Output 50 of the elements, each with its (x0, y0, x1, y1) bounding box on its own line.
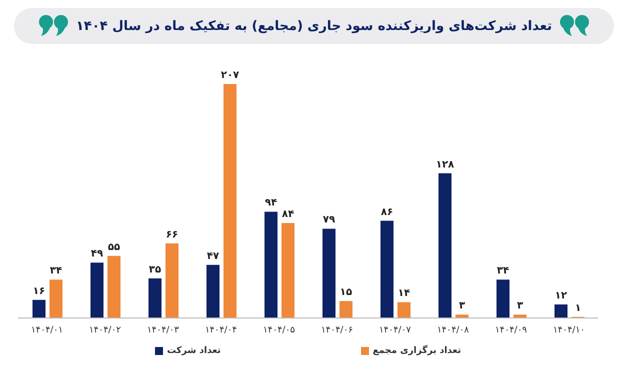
bar (264, 212, 278, 318)
x-tick-label: ۱۴۰۴/۰۷ (378, 325, 412, 336)
data-label: ۱۲ (554, 290, 568, 302)
data-label: ۴۷ (206, 250, 220, 262)
bar (206, 264, 220, 318)
x-tick-label: ۱۴۰۴/۰۸ (436, 325, 470, 336)
data-label: ۱ (574, 302, 582, 314)
bar (166, 243, 178, 318)
data-label: ۲۰۷ (220, 70, 240, 81)
bar (398, 302, 410, 318)
data-label: ۳ (516, 300, 524, 312)
chart-title: تعداد شرکت‌های واریزکننده سود جاری (مجامع) به تفکیک ماه در سال ۱۴۰۴ (76, 18, 552, 34)
bar (224, 84, 236, 318)
data-label: ۱۶ (32, 286, 46, 297)
data-label: ۱۲۸ (436, 159, 454, 170)
x-tick-label: ۱۴۰۴/۰۶ (320, 325, 354, 336)
bar (438, 173, 452, 318)
bar (554, 304, 568, 318)
data-label: ۳۴ (496, 266, 510, 277)
x-tick-label: ۱۴۰۴/۰۱ (30, 325, 64, 336)
bar (380, 220, 394, 318)
x-tick-label: ۱۴۰۴/۰۹ (494, 325, 528, 336)
data-label: ۱۵ (340, 287, 352, 298)
data-label: ۷۹ (322, 214, 336, 226)
bar (148, 278, 162, 318)
bar (90, 262, 104, 318)
x-tick-label: ۱۴۰۴/۰۴ (204, 325, 238, 336)
data-label: ۱۴ (398, 288, 410, 300)
data-label: ۸۶ (380, 206, 394, 218)
data-label: ۸۴ (282, 209, 294, 220)
bar (322, 228, 336, 318)
bar (282, 223, 294, 318)
bar (108, 256, 120, 318)
bar (496, 280, 510, 318)
x-tick-label: ۱۴۰۴/۱۰ (552, 325, 586, 336)
bar (32, 300, 46, 318)
bar (340, 301, 352, 318)
data-label: ۴۹ (90, 248, 104, 260)
legend-label: تعداد برگزاری مجمع (372, 346, 461, 356)
x-tick-label: ۱۴۰۴/۰۲ (88, 325, 122, 336)
x-tick-label: ۱۴۰۴/۰۳ (146, 325, 180, 336)
data-label: ۶۶ (166, 229, 178, 240)
data-label: ۳ (458, 300, 466, 312)
data-label: ۵۵ (108, 242, 120, 253)
legend-label: تعداد شرکت (167, 346, 221, 356)
data-label: ۳۴ (50, 266, 62, 277)
x-tick-label: ۱۴۰۴/۰۵ (262, 325, 296, 336)
data-label: ۹۴ (264, 198, 278, 209)
data-label: ۳۵ (148, 264, 162, 276)
bar (50, 280, 62, 318)
